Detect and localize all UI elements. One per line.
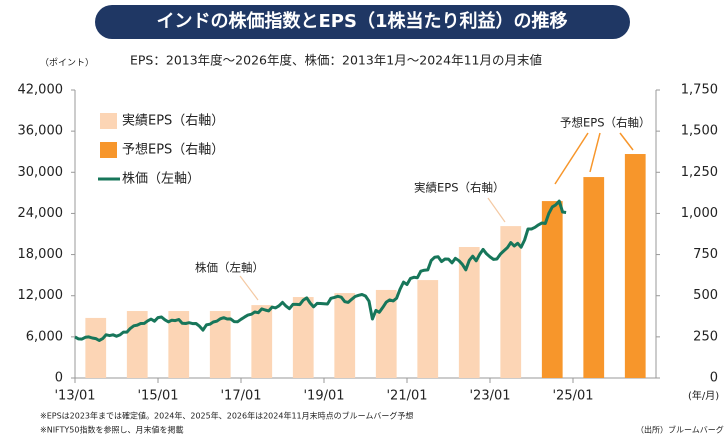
callout-lines — [554, 132, 634, 185]
bar — [209, 311, 231, 378]
line — [74, 199, 567, 342]
y2-tick-label: 1,750 — [681, 83, 718, 98]
source: （出所）ブルームバーグ — [636, 425, 724, 435]
y2-tick-label: 1,250 — [681, 165, 718, 180]
y-tick-label: 12,000 — [18, 288, 64, 303]
subtitle: EPS：2013年度～2026年度、株価：2013年1月～2024年11月の月末… — [130, 53, 542, 68]
bar — [583, 177, 605, 378]
legend-swatch — [100, 142, 117, 158]
y-tick-label: 30,000 — [18, 165, 64, 180]
callout-lines — [239, 197, 506, 301]
x-tick-label: '21/01 — [386, 389, 427, 404]
bar — [85, 317, 107, 378]
x-tick-label: '15/01 — [137, 389, 178, 404]
x-tick-label: '17/01 — [220, 389, 261, 404]
y2-tick-label: 1,500 — [681, 124, 718, 139]
annotation: 実績EPS（右軸） — [414, 181, 505, 195]
x-tick-label: '25/01 — [552, 389, 593, 404]
y-tick-label: 0 — [55, 371, 63, 386]
x-tick-label: '23/01 — [469, 389, 510, 404]
chart-title: インドの株価指数とEPS（1株当たり利益）の推移 — [157, 10, 568, 32]
note: ※EPSは2023年までは確定値。2024年、2025年、2026年は2024年… — [40, 411, 413, 421]
annotation: 株価（左軸） — [195, 261, 264, 275]
y2-tick-label: 0 — [710, 371, 718, 386]
bar — [251, 305, 273, 378]
bar — [334, 293, 356, 378]
annotation: 予想EPS（右軸） — [560, 116, 651, 130]
y2-tick-label: 750 — [693, 247, 718, 262]
title-banner — [95, 5, 630, 39]
bar — [500, 226, 522, 378]
bar — [458, 247, 480, 378]
y2-tick-label: 250 — [693, 329, 718, 344]
note: ※NIFTY50指数を参照し、月末値を掲載 — [40, 425, 183, 435]
y-tick-label: 42,000 — [18, 83, 64, 98]
y2-tick-label: 1,000 — [681, 206, 718, 221]
y-tick-label: 36,000 — [18, 124, 64, 139]
y-tick-label: 6,000 — [26, 329, 63, 344]
y-unit: （ポイント） — [40, 58, 94, 69]
x-tick-label: '13/01 — [54, 389, 95, 404]
x-tick-label: '19/01 — [303, 389, 344, 404]
bar — [292, 297, 314, 378]
legend-swatch — [100, 113, 117, 129]
legend-label: 予想EPS（右軸） — [122, 142, 224, 158]
legend-label: 株価（左軸） — [122, 172, 200, 187]
bar — [417, 280, 439, 378]
bar — [168, 311, 190, 378]
y-tick-label: 18,000 — [18, 247, 64, 262]
bar — [126, 311, 148, 378]
y2-tick-label: 500 — [693, 288, 718, 303]
x-unit: (年/月) — [688, 389, 719, 402]
y-tick-label: 24,000 — [18, 206, 64, 221]
bar — [624, 154, 646, 378]
bar — [541, 201, 563, 378]
legend-label: 実績EPS（右軸） — [122, 113, 224, 129]
